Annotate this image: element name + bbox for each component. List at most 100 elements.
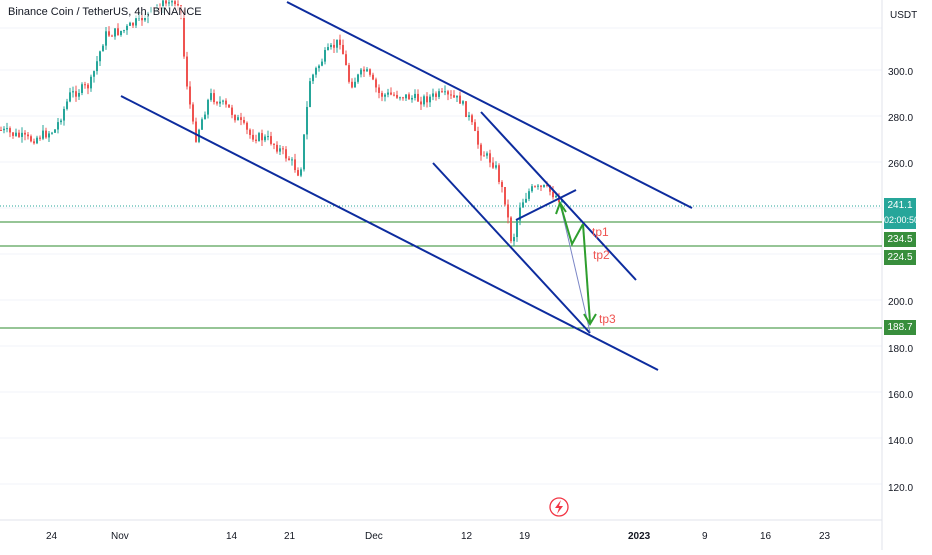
candle-body bbox=[6, 128, 8, 130]
triangle-base-line bbox=[515, 189, 577, 221]
candle-body bbox=[105, 31, 107, 46]
candle-body bbox=[288, 158, 290, 161]
time-tick: 12 bbox=[461, 531, 473, 542]
candle-body bbox=[69, 92, 71, 102]
candle-body bbox=[450, 94, 452, 96]
price-tick: 120.0 bbox=[888, 483, 913, 494]
candle-body bbox=[207, 99, 209, 115]
candle-body bbox=[405, 94, 407, 99]
candle-body bbox=[525, 198, 527, 203]
candle-body bbox=[126, 25, 128, 31]
candle-body bbox=[354, 81, 356, 88]
candle-body bbox=[393, 94, 395, 96]
candle-body bbox=[144, 17, 146, 21]
time-tick: 19 bbox=[519, 531, 531, 542]
lightning-icon[interactable] bbox=[549, 497, 569, 517]
candle-body bbox=[387, 92, 389, 95]
candle-body bbox=[360, 69, 362, 75]
arrowhead-tp3 bbox=[583, 313, 597, 326]
price-tick: 180.0 bbox=[888, 344, 913, 355]
candle-body bbox=[330, 44, 332, 48]
candle-body bbox=[234, 114, 236, 121]
candle-body bbox=[210, 93, 212, 100]
candle-body bbox=[117, 28, 119, 36]
tp1-label: tp1 bbox=[592, 225, 609, 239]
currency-label: USDT bbox=[890, 10, 917, 21]
candle-body bbox=[219, 101, 221, 104]
candle-body bbox=[258, 133, 260, 141]
wedge-upper-line bbox=[480, 111, 637, 281]
price-tick: 300.0 bbox=[888, 67, 913, 78]
candle-body bbox=[426, 96, 428, 103]
level-badge-234: 234.5 bbox=[884, 232, 916, 247]
candle-body bbox=[30, 136, 32, 142]
candle-body bbox=[174, 1, 176, 5]
candle-body bbox=[513, 237, 515, 242]
candle-body bbox=[363, 69, 365, 72]
candle-body bbox=[60, 120, 62, 123]
candle-body bbox=[345, 54, 347, 66]
candle-body bbox=[414, 93, 416, 98]
price-axis[interactable]: USDT 300.0 280.0 260.0 200.0 180.0 160.0… bbox=[888, 10, 917, 494]
candle-body bbox=[27, 134, 29, 137]
time-axis[interactable]: 24 Nov 14 21 Dec 12 19 2023 9 16 23 bbox=[46, 531, 831, 542]
price-tick: 260.0 bbox=[888, 159, 913, 170]
candle-body bbox=[9, 128, 11, 133]
candle-body bbox=[45, 130, 47, 138]
candle-body bbox=[402, 97, 404, 99]
candle-body bbox=[423, 96, 425, 105]
time-tick: 23 bbox=[819, 531, 831, 542]
candle-body bbox=[222, 100, 224, 102]
candle-body bbox=[57, 122, 59, 130]
candle-body bbox=[357, 74, 359, 82]
candle-body bbox=[504, 186, 506, 205]
candle-body bbox=[135, 18, 137, 26]
price-tick: 200.0 bbox=[888, 297, 913, 308]
tp3-label: tp3 bbox=[599, 312, 616, 326]
arrowhead-start bbox=[555, 200, 567, 215]
time-tick: Dec bbox=[365, 531, 383, 542]
candle-body bbox=[162, 0, 164, 10]
candle-body bbox=[408, 94, 410, 100]
wedge-lower-line bbox=[432, 162, 591, 334]
arrow-tp2-tp3 bbox=[582, 223, 591, 323]
candle-body bbox=[114, 28, 116, 37]
candle-body bbox=[516, 220, 518, 238]
candle-body bbox=[444, 91, 446, 93]
time-tick: Nov bbox=[111, 531, 129, 542]
current-price-value: 241.1 bbox=[887, 200, 913, 211]
candle-body bbox=[120, 30, 122, 36]
level-badge-224: 224.5 bbox=[884, 250, 916, 265]
candle-body bbox=[228, 104, 230, 108]
candle-body bbox=[390, 92, 392, 95]
candle-body bbox=[534, 186, 536, 188]
candle-body bbox=[240, 117, 242, 121]
projection-line bbox=[559, 202, 591, 333]
candle-body bbox=[498, 165, 500, 182]
candle-body bbox=[375, 79, 377, 88]
candle-body bbox=[48, 133, 50, 138]
candle-body bbox=[486, 153, 488, 156]
candle-body bbox=[456, 95, 458, 98]
candle-body bbox=[108, 31, 110, 36]
candle-body bbox=[102, 45, 104, 52]
candle-body bbox=[348, 65, 350, 82]
candle-body bbox=[204, 114, 206, 120]
candle-body bbox=[312, 74, 314, 82]
candle-body bbox=[273, 143, 275, 145]
candle-body bbox=[294, 159, 296, 171]
candle-body bbox=[327, 47, 329, 51]
candle-body bbox=[87, 84, 89, 89]
candle-body bbox=[318, 65, 320, 69]
candle-body bbox=[453, 95, 455, 98]
candle-body bbox=[123, 30, 125, 32]
candle-body bbox=[285, 149, 287, 159]
price-tick: 160.0 bbox=[888, 390, 913, 401]
price-tick: 280.0 bbox=[888, 113, 913, 124]
candle-body bbox=[366, 69, 368, 72]
candle-body bbox=[192, 104, 194, 122]
candle-body bbox=[264, 136, 266, 141]
candle-body bbox=[372, 74, 374, 80]
